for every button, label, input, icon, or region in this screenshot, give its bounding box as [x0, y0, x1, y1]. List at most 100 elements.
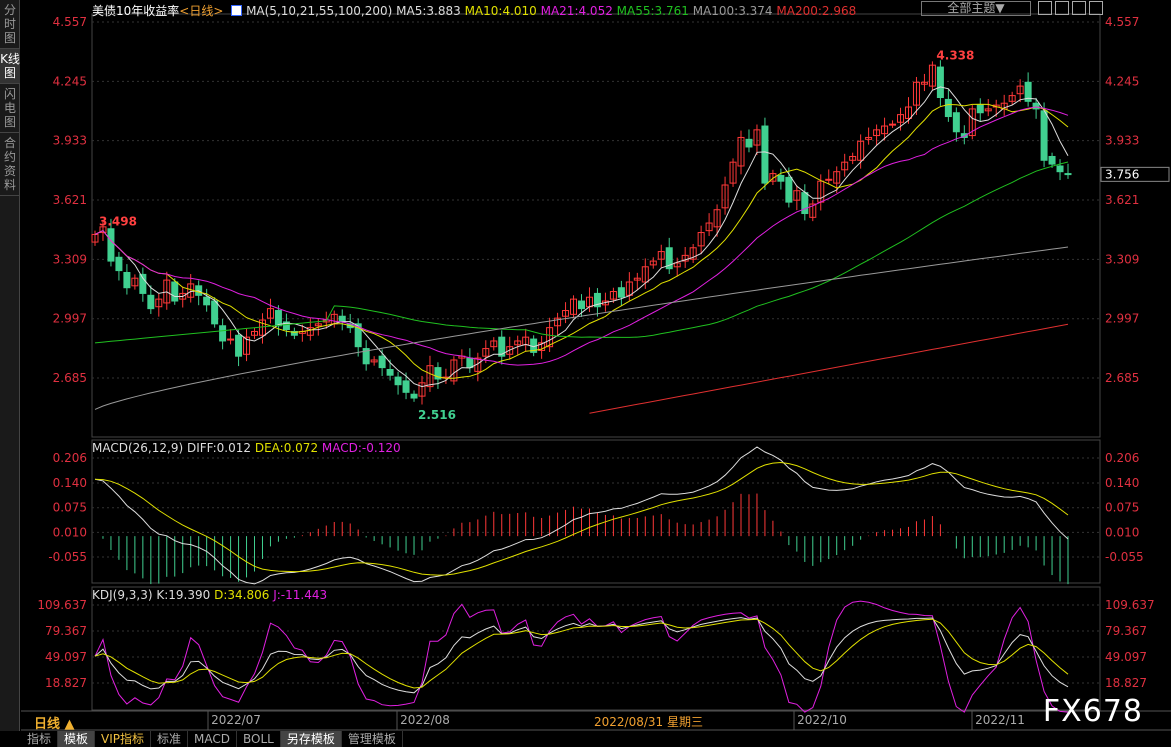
candle-body [562, 310, 570, 317]
kdj-tick-left: 49.097 [45, 650, 87, 664]
candle-body [705, 222, 713, 232]
macd-diff: DIFF:0.012 [186, 441, 252, 455]
sidebar-item-0[interactable]: 分时图 [0, 0, 20, 49]
candle-body [777, 174, 785, 182]
ma100-line [94, 246, 1069, 410]
candle-body [266, 308, 274, 319]
candle-body [219, 325, 227, 342]
chart-area[interactable]: 4.557 4.557 4.245 4.245 3.933 3.933 3.621 3.621… [21, 0, 1171, 731]
candle-body [936, 66, 944, 99]
candle-body [362, 348, 370, 365]
price-tick-left: 4.557 [53, 15, 87, 29]
candle-body [833, 171, 841, 184]
tab-2[interactable]: VIP指标 [95, 731, 152, 747]
sidebar-item-3[interactable]: 合约资料 [0, 133, 20, 196]
tab-4[interactable]: MACD [188, 731, 238, 747]
candle-body [737, 136, 745, 167]
tab-7[interactable]: 管理模板 [342, 731, 403, 747]
period-label[interactable]: <日线> [179, 4, 224, 18]
macd-tick-right: 0.140 [1105, 476, 1139, 490]
candle-body [641, 266, 649, 283]
date-label: 2022/10 [797, 713, 847, 727]
macd-tick-right: -0.055 [1105, 550, 1144, 564]
ma-params: MA(5,10,21,55,100,200) [246, 4, 393, 18]
sidebar-item-2[interactable]: 闪电图 [0, 84, 20, 133]
price-tick-left: 2.685 [53, 371, 87, 385]
tab-5[interactable]: BOLL [237, 731, 281, 747]
candle-body [378, 355, 386, 369]
price-tick-left: 4.245 [53, 74, 87, 88]
ma10-line [94, 103, 1069, 379]
high-price-label: 4.338 [936, 48, 974, 62]
theme-dropdown[interactable]: 全部主题▼ [921, 1, 1031, 16]
ma-value-4: MA100:3.374 [692, 4, 777, 18]
ma-icon[interactable] [231, 5, 243, 16]
macd-header: MACD(26,12,9) DIFF:0.012 DEA:0.072 MACD:… [92, 441, 401, 455]
candle-body [338, 315, 346, 323]
ma-value-5: MA200:2.968 [776, 4, 857, 18]
candle-body [123, 271, 131, 289]
macd-tick-left: 0.206 [53, 451, 87, 465]
candle-body [354, 323, 362, 348]
ma-value-0: MA5:3.883 [396, 4, 465, 18]
panel-border-0 [91, 13, 1101, 438]
candle-body [649, 260, 657, 266]
candle-body [665, 247, 673, 270]
candle-body [952, 112, 960, 133]
ma21-line [94, 106, 1069, 366]
candle-body [801, 192, 809, 215]
period-toggle[interactable]: 日线 ▲ [34, 717, 75, 732]
candle-body [793, 190, 801, 201]
axis-icon[interactable] [1055, 1, 1069, 15]
exit-icon[interactable] [1089, 1, 1103, 15]
candle-body [593, 292, 601, 308]
crosshair-icon[interactable] [1038, 1, 1052, 15]
candle-body [889, 123, 897, 126]
candle-body [841, 161, 849, 171]
kdj-tick-left: 18.827 [45, 676, 87, 690]
macd-tick-left: 0.010 [53, 525, 87, 539]
macd-tick-right: 0.010 [1105, 525, 1139, 539]
tab-1[interactable]: 模板 [58, 731, 96, 747]
price-tick-right: 4.557 [1105, 15, 1139, 29]
candle-body [578, 300, 585, 310]
candle-body [466, 357, 474, 369]
watermark-logo: FX678 [1042, 694, 1143, 729]
tab-0[interactable]: 指标 [21, 731, 59, 747]
candle-body [976, 104, 984, 114]
candle-body [673, 262, 681, 268]
candle-body [274, 310, 282, 327]
macd-diff-line [94, 446, 1069, 585]
instrument-title: 美债10年收益率 [92, 4, 180, 18]
price-tick-right: 2.997 [1105, 312, 1139, 326]
macd-tick-left: 0.140 [53, 476, 87, 490]
play-icon[interactable] [1072, 1, 1086, 15]
candle-body [171, 281, 179, 302]
candle-body [290, 330, 298, 336]
candle-body [857, 140, 865, 161]
candle-body [721, 184, 729, 209]
kdj-tick-right: 109.637 [1105, 598, 1155, 612]
candle-body [99, 226, 107, 234]
template-tabs: 指标 模板 VIP指标 标准 MACD BOLL 另存模板 管理模板 [21, 731, 403, 747]
tab-6[interactable]: 另存模板 [280, 731, 342, 747]
price-tick-right: 4.245 [1105, 74, 1139, 88]
candle-body [984, 108, 992, 112]
kdj-label: KDJ(9,3,3) [92, 588, 153, 602]
candle-body [809, 203, 817, 218]
date-label: 2022/08 [400, 713, 450, 727]
candle-body [1064, 173, 1072, 176]
macd-value: MACD:-0.120 [321, 441, 401, 455]
candle-body [912, 81, 920, 106]
panel-border-1 [91, 439, 1101, 584]
candle-body [394, 376, 402, 386]
tab-3[interactable]: 标准 [151, 731, 189, 747]
macd-tick-left: -0.055 [48, 550, 87, 564]
kdj-k: K:19.390 [156, 588, 211, 602]
sidebar-item-1[interactable]: K线图 [0, 49, 20, 84]
date-label: 2022/07 [211, 713, 261, 727]
candle-body [426, 365, 434, 388]
candle-body [434, 367, 442, 380]
candle-body [490, 340, 498, 348]
price-tick-right: 2.685 [1105, 371, 1139, 385]
